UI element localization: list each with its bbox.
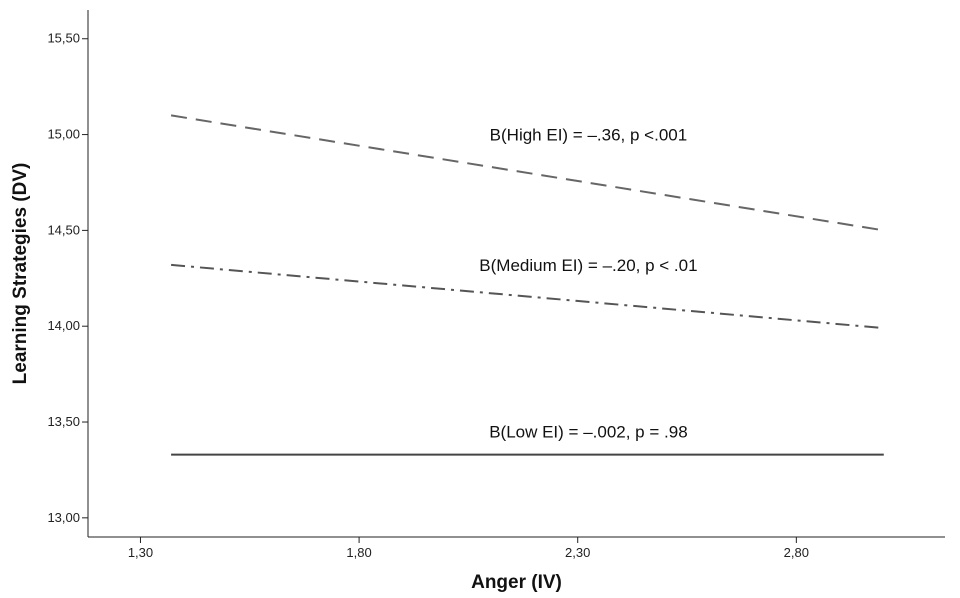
series-annotation-2: B(Medium EI) = –.20, p < .01 bbox=[479, 256, 697, 275]
y-tick-label: 13,00 bbox=[47, 510, 80, 525]
y-axis-title: Learning Strategies (DV) bbox=[10, 163, 31, 385]
x-tick-label: 2,80 bbox=[784, 545, 809, 560]
ticks: 13,00 13,50 14,00 14,50 15,00 15,50 1,30 1,80 2,… bbox=[47, 31, 809, 560]
y-tick-label: 15,50 bbox=[47, 31, 80, 46]
x-axis-title: Anger (IV) bbox=[471, 572, 562, 593]
y-tick-label: 14,50 bbox=[47, 222, 80, 237]
series-annotation-1: B(High EI) = –.36, p <.001 bbox=[490, 126, 688, 145]
series-lines bbox=[170, 114, 884, 456]
x-tick-label: 1,80 bbox=[346, 545, 371, 560]
series-annotation-3: B(Low EI) = –.002, p = .98 bbox=[489, 423, 687, 442]
y-tick-label: 15,00 bbox=[47, 127, 80, 142]
series-line-1 bbox=[170, 114, 884, 232]
y-tick-label: 13,50 bbox=[47, 414, 80, 429]
annotations: B(High EI) = –.36, p <.001 B(Medium EI) =… bbox=[479, 126, 697, 442]
y-tick-label: 14,00 bbox=[47, 318, 80, 333]
series-line-2 bbox=[170, 263, 884, 330]
x-tick-label: 1,30 bbox=[128, 545, 153, 560]
axes bbox=[87, 10, 945, 538]
x-tick-label: 2,30 bbox=[565, 545, 590, 560]
